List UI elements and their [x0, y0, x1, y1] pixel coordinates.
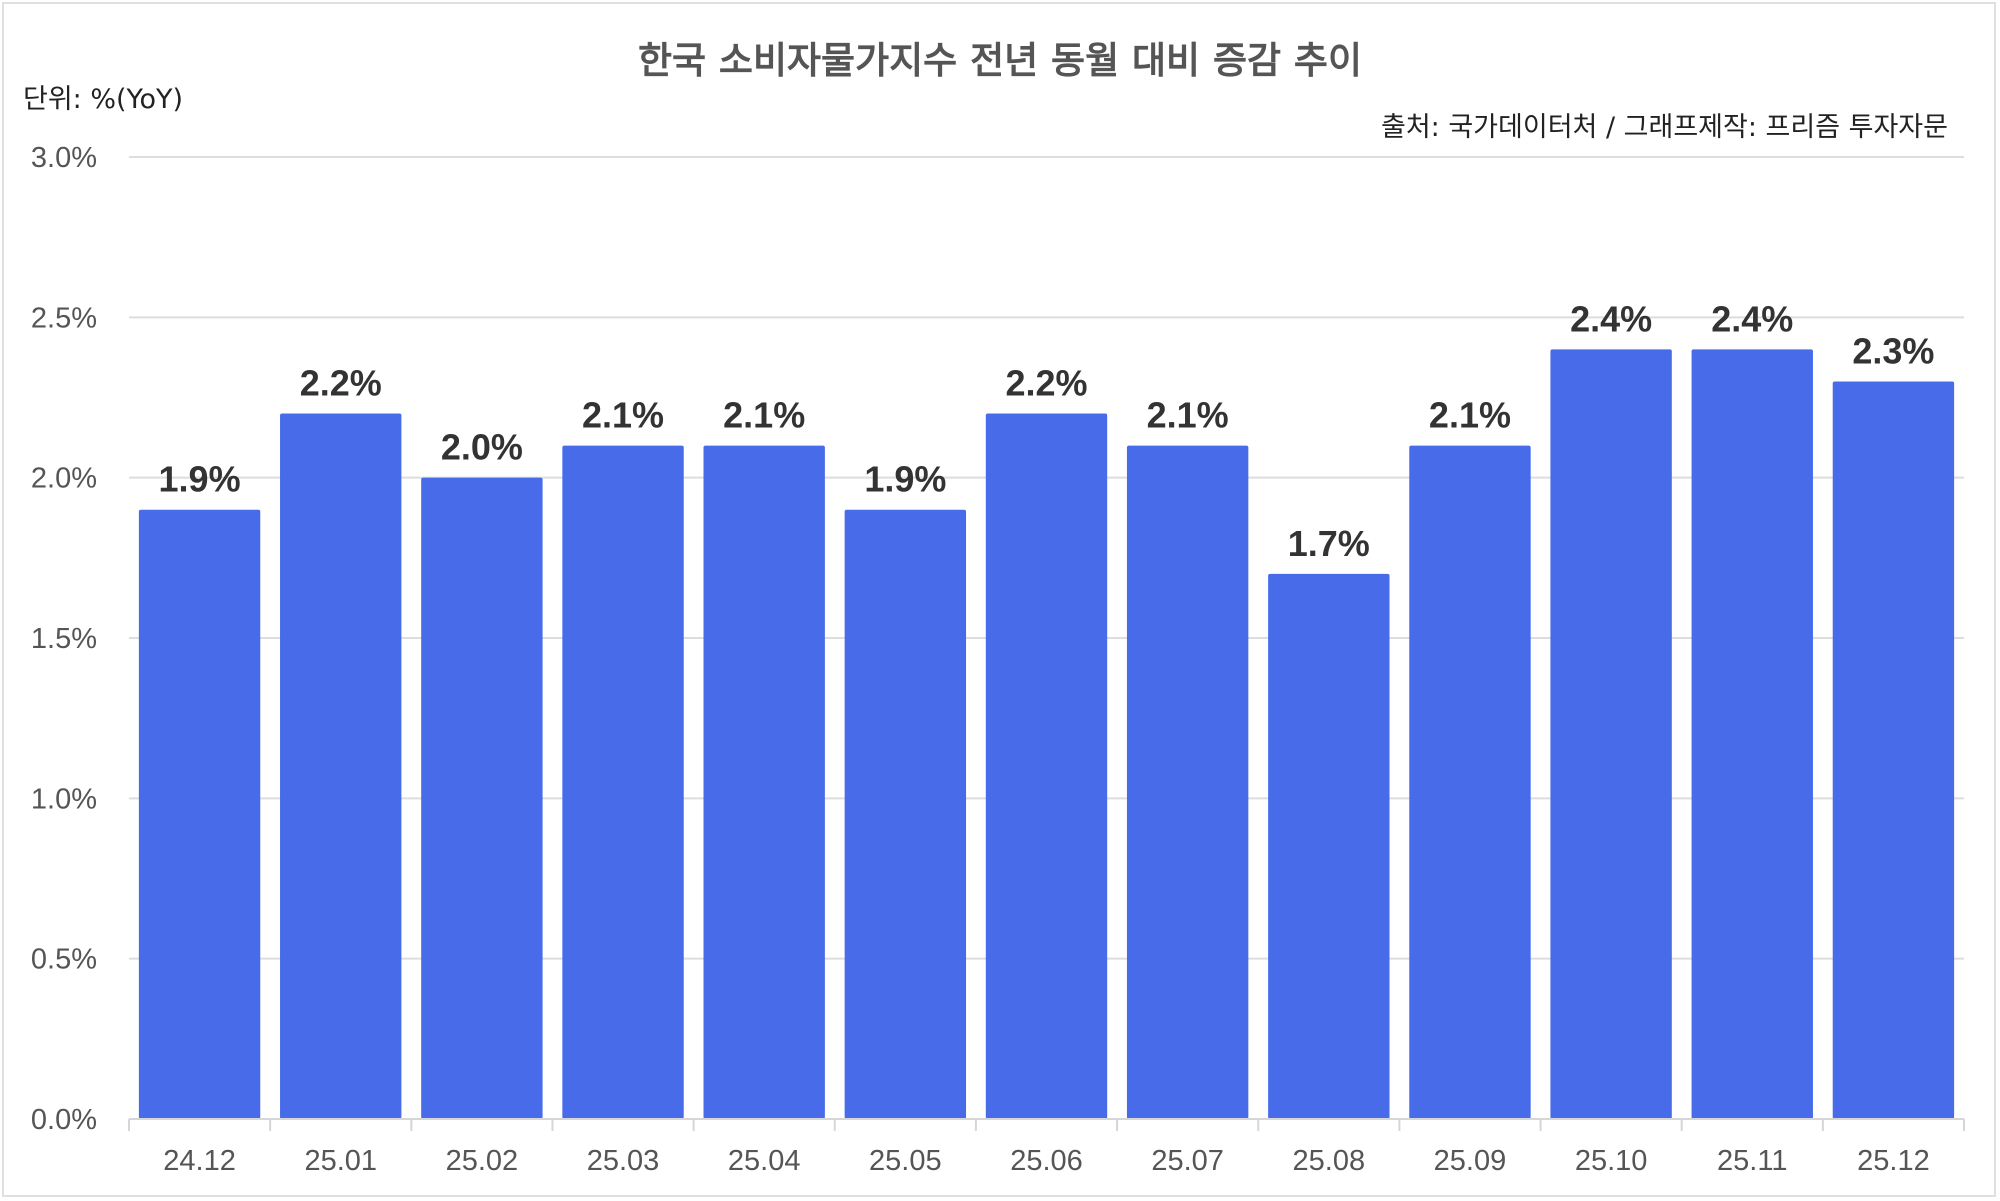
- unit-label: 단위: %(YoY): [23, 84, 184, 115]
- bar-25.07: [1126, 445, 1249, 1120]
- data-label: 1.7%: [1288, 523, 1370, 564]
- bar-25.05: [844, 509, 967, 1119]
- x-tick-label: 25.05: [869, 1145, 942, 1177]
- x-tick-label: 25.09: [1434, 1145, 1507, 1177]
- data-label: 2.2%: [1005, 363, 1087, 404]
- chart-title: 한국 소비자물가지수 전년 동월 대비 증감 추이: [637, 39, 1363, 82]
- y-tick-label: 1.0%: [31, 783, 97, 815]
- bar-25.01: [280, 413, 402, 1119]
- x-tick-label: 25.07: [1151, 1145, 1224, 1177]
- data-label: 2.1%: [723, 395, 805, 436]
- y-tick-label: 2.0%: [31, 463, 97, 495]
- x-tick-label: 25.04: [728, 1145, 801, 1177]
- bar-25.04: [703, 445, 825, 1120]
- data-label: 2.4%: [1570, 298, 1652, 339]
- x-tick-label: 24.12: [163, 1145, 236, 1177]
- data-label: 2.4%: [1711, 298, 1793, 339]
- bar-25.06: [985, 413, 1108, 1119]
- y-tick-label: 0.0%: [31, 1104, 97, 1136]
- data-label: 2.2%: [300, 363, 382, 404]
- bar-25.02: [421, 477, 543, 1120]
- data-label: 1.9%: [864, 459, 946, 500]
- y-tick-label: 2.5%: [31, 302, 97, 334]
- y-tick-label: 3.0%: [31, 142, 97, 174]
- source-label: 출처: 국가데이터처 / 그래프제작: 프리즘 투자자문: [1380, 112, 1948, 143]
- data-label: 2.1%: [1147, 395, 1229, 436]
- data-label: 2.0%: [441, 427, 523, 468]
- data-label: 2.1%: [582, 395, 664, 436]
- x-tick-label: 25.03: [587, 1145, 660, 1177]
- x-tick-label: 25.08: [1293, 1145, 1366, 1177]
- bar-25.09: [1409, 445, 1531, 1120]
- bar-25.12: [1832, 381, 1955, 1119]
- x-tick-label: 25.06: [1010, 1145, 1083, 1177]
- y-tick-label: 0.5%: [31, 944, 97, 976]
- data-label: 1.9%: [159, 459, 241, 500]
- bar-25.11: [1691, 349, 1813, 1119]
- y-tick-label: 1.5%: [31, 623, 97, 655]
- x-tick-label: 25.11: [1717, 1145, 1787, 1177]
- bar-25.08: [1268, 573, 1390, 1119]
- bar-24.12: [138, 509, 261, 1119]
- data-label: 2.3%: [1852, 330, 1934, 371]
- x-tick-label: 25.01: [304, 1145, 377, 1177]
- x-tick-label: 25.02: [446, 1145, 519, 1177]
- x-tick-label: 25.10: [1575, 1145, 1648, 1177]
- bar-25.10: [1550, 349, 1672, 1119]
- x-tick-label: 25.12: [1857, 1145, 1930, 1177]
- data-label: 2.1%: [1429, 395, 1511, 436]
- bar-25.03: [562, 445, 684, 1120]
